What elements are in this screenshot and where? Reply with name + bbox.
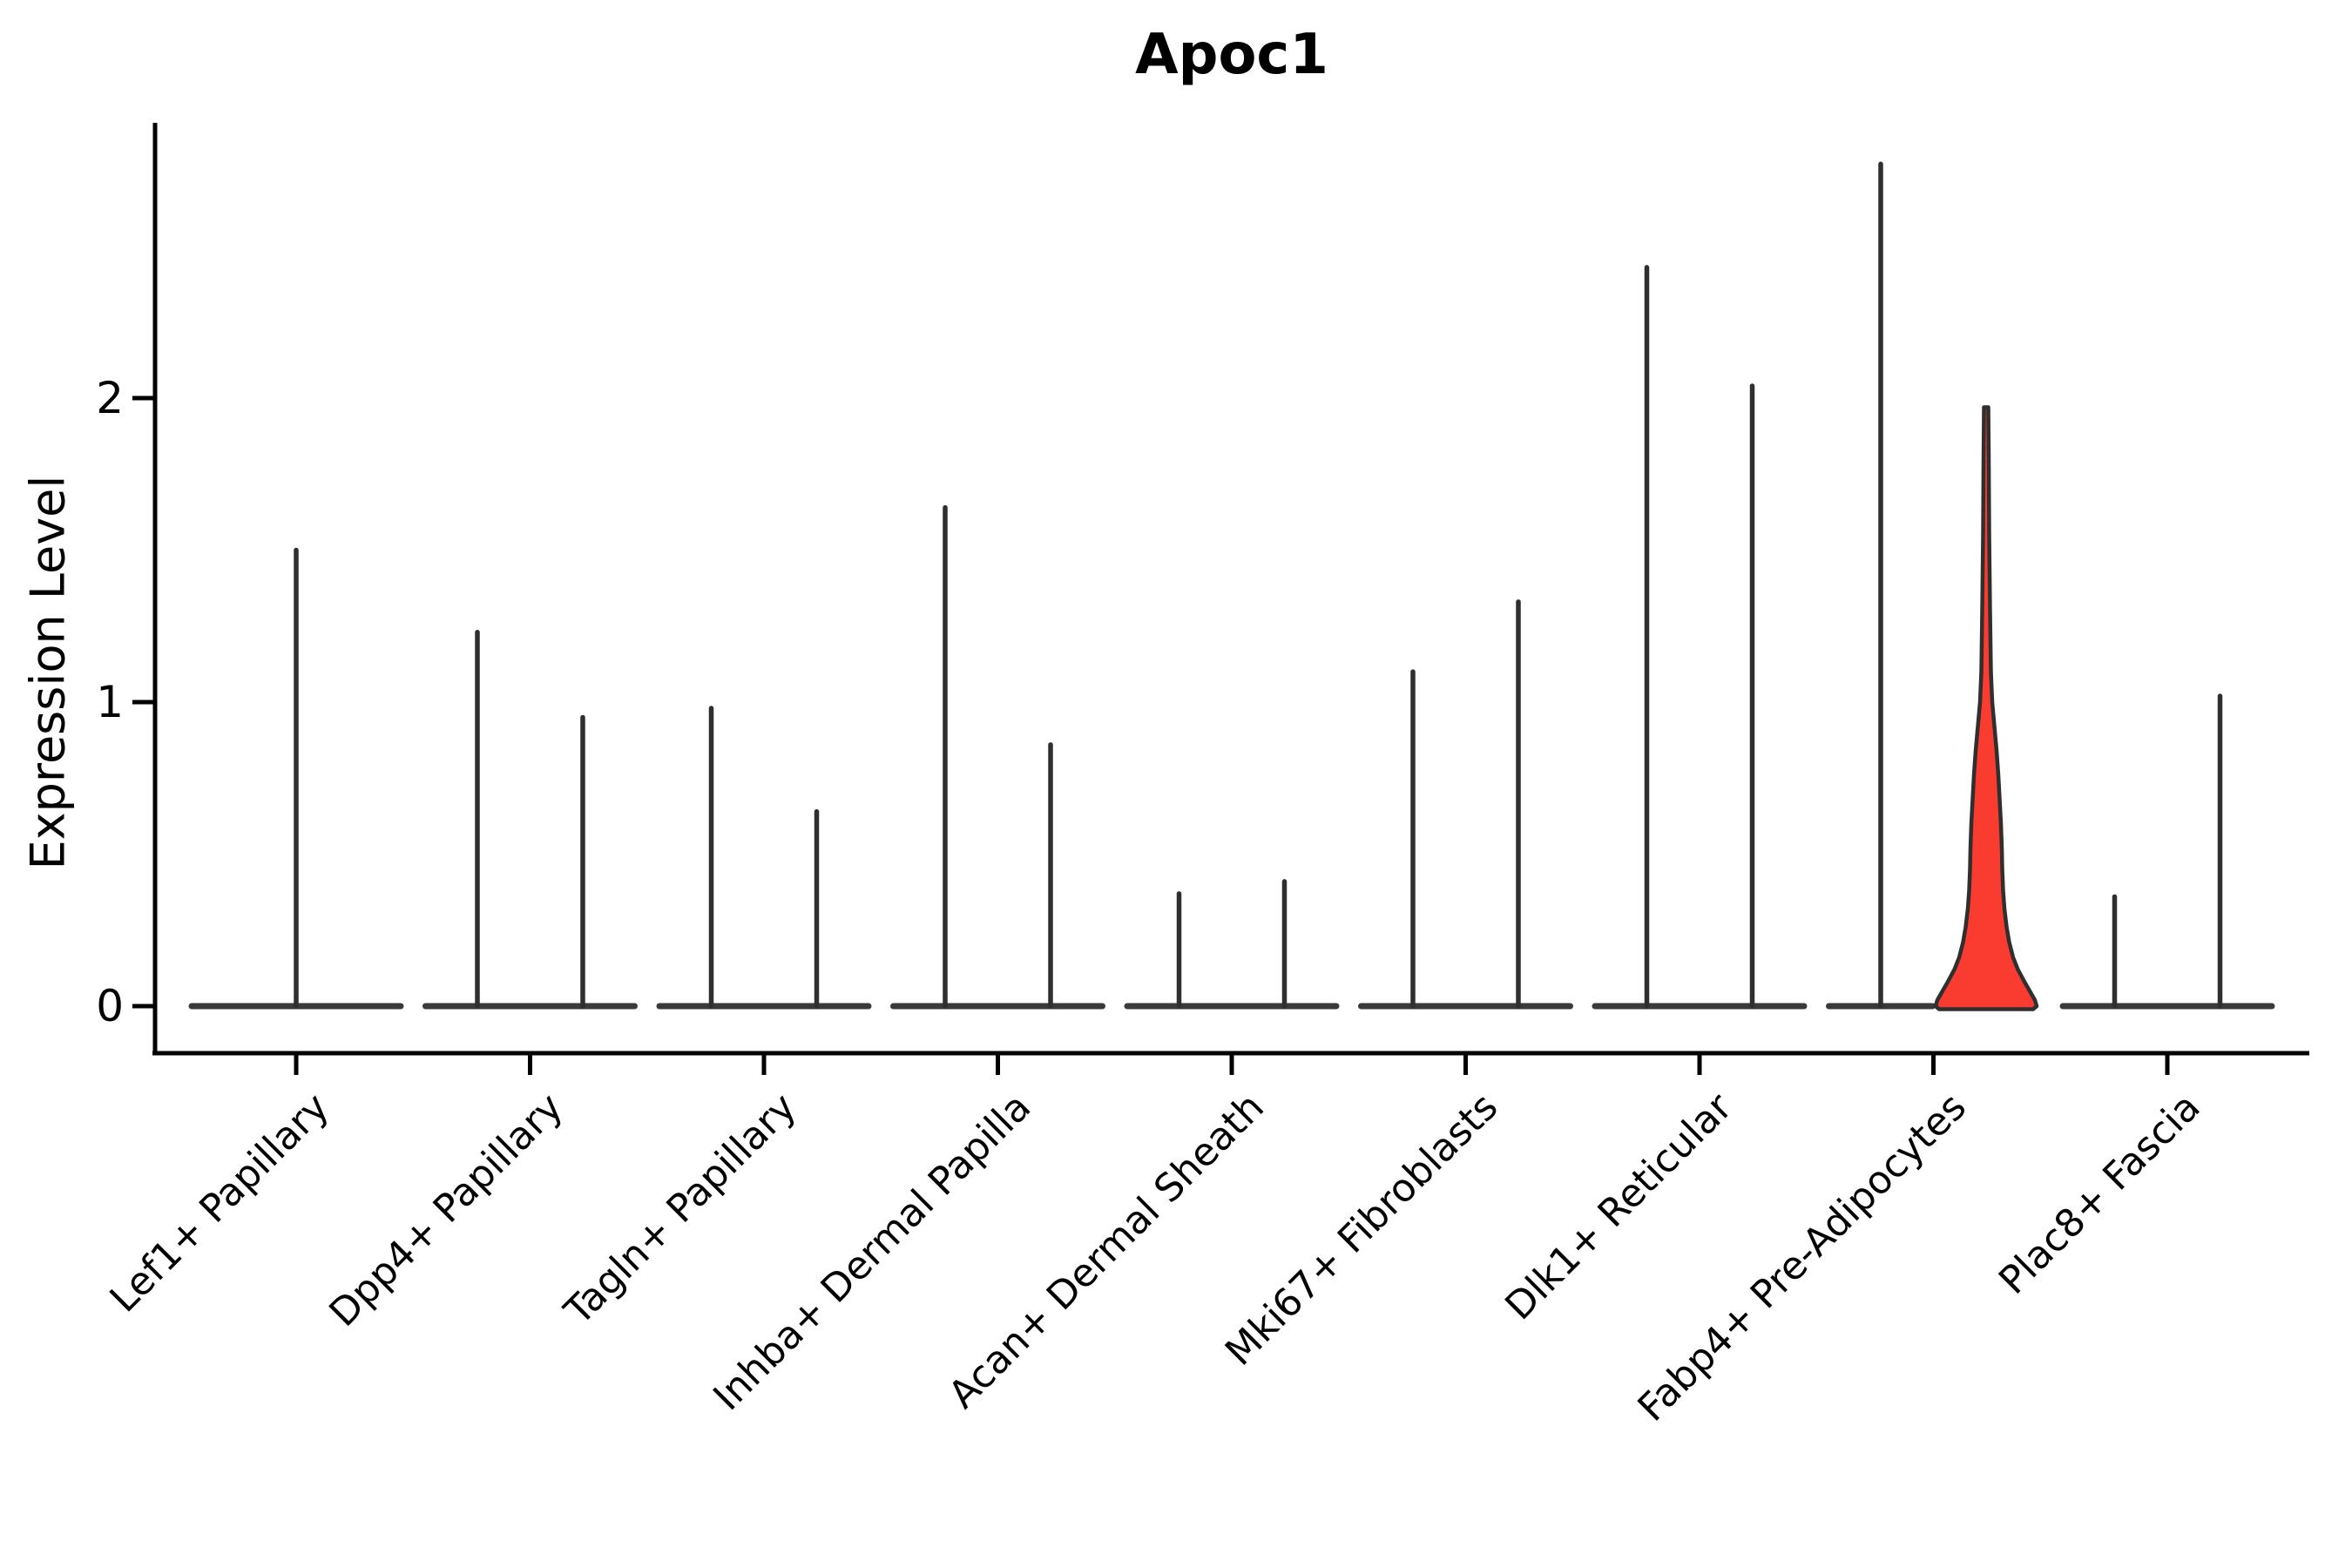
- violin-base: [1592, 1003, 1808, 1010]
- violin-base: [422, 1003, 638, 1010]
- violin-base: [656, 1003, 872, 1010]
- highlight-violin-body: [1933, 405, 2039, 1011]
- y-tick-label: 2: [96, 373, 124, 423]
- violin-base: [1124, 1003, 1340, 1010]
- violin-base: [1358, 1003, 1573, 1010]
- violin-base: [2059, 1003, 2275, 1010]
- y-tick-label: 0: [96, 981, 124, 1031]
- violin-base: [890, 1003, 1105, 1010]
- chart-title: Apoc1: [1135, 23, 1328, 87]
- y-tick-label: 1: [96, 677, 124, 727]
